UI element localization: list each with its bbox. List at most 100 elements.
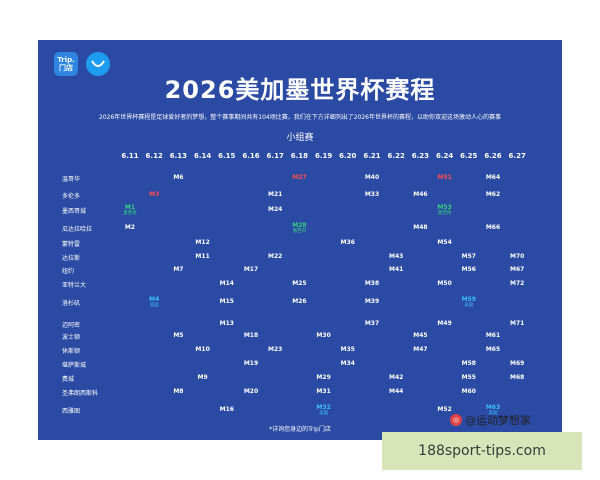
date-header: 6.16: [242, 152, 260, 160]
match-cell: M42: [387, 374, 405, 381]
match-code: M5: [173, 332, 184, 339]
match-code: M38: [364, 280, 380, 287]
date-header: 6.20: [339, 152, 357, 160]
match-cell: M18: [242, 332, 260, 339]
match-cell: M43: [387, 253, 405, 260]
match-code: M39: [364, 298, 380, 305]
match-cell: M68: [508, 374, 526, 381]
match-cell: M56: [460, 266, 478, 273]
match-cell: M64: [484, 174, 502, 181]
match-cell: M62: [484, 191, 502, 198]
match-cell: M70: [508, 253, 526, 260]
match-cell: M61: [484, 332, 502, 339]
match-cell: M54: [436, 239, 454, 246]
match-cell: M40: [363, 174, 381, 181]
match-cell: M60: [460, 388, 478, 395]
match-code: M60: [461, 388, 476, 395]
city-label: 迈阿密: [62, 322, 81, 329]
trip-logo: Trip. 门店: [54, 52, 78, 76]
city-label: 洛杉矶: [62, 300, 81, 307]
date-header: 6.12: [145, 152, 163, 160]
site-watermark: 188sport-tips.com: [382, 432, 582, 470]
match-cell: M48: [411, 224, 429, 231]
match-code: M17: [243, 266, 259, 273]
match-code: M3: [149, 191, 160, 198]
match-cell: M29: [315, 374, 333, 381]
stage-heading: 小组赛: [286, 133, 314, 143]
match-host-label: 美国: [149, 303, 159, 308]
match-code: M43: [389, 253, 404, 260]
match-cell: M39: [363, 298, 381, 305]
account-watermark: ◎ @运动梦想家: [450, 412, 531, 428]
city-label: 亚特兰大: [62, 282, 87, 289]
match-cell: M32 美国: [315, 404, 333, 417]
match-cell: M63 美国: [484, 404, 502, 417]
match-host-label: 美国: [319, 411, 329, 416]
date-header: 6.18: [290, 152, 309, 160]
match-cell: M12: [194, 239, 212, 246]
match-cell: M41: [387, 266, 405, 273]
city-label: 纽约: [62, 268, 75, 275]
match-cell: M5: [169, 332, 187, 339]
match-code: M8: [173, 388, 184, 395]
match-code: M4: [149, 296, 160, 303]
match-cell: M34: [339, 360, 357, 367]
city-label: 瓜达拉哈拉: [62, 226, 93, 233]
city-label: 达拉斯: [62, 255, 81, 262]
date-header: 6.13: [169, 152, 188, 160]
match-code: M68: [510, 374, 525, 381]
match-code: M45: [413, 332, 428, 339]
intro-text: 2026年世界杯赛程是足球爱好者的梦想，整个赛事期间共有104场比赛，我们在下方…: [99, 114, 501, 121]
match-code: M19: [243, 360, 259, 367]
match-code: M69: [510, 360, 525, 367]
match-code: M26: [292, 298, 307, 305]
match-host-label: 美国: [464, 303, 474, 308]
city-label: 波士顿: [62, 334, 81, 341]
match-code: M48: [413, 224, 428, 231]
match-cell: M17: [242, 266, 260, 273]
match-cell: M38: [363, 280, 381, 287]
match-cell: M23: [266, 346, 284, 353]
match-cell: M55: [460, 374, 478, 381]
match-code: M62: [485, 191, 501, 198]
match-cell: M50: [436, 280, 454, 287]
schedule-poster: Trip. 门店 2026美加墨世界杯赛程 2026年世界杯赛程是足球爱好者的梦…: [38, 40, 562, 440]
match-cell: M69: [508, 360, 526, 367]
match-code: M20: [243, 388, 259, 395]
match-code: M52: [437, 406, 452, 413]
match-cell: M28 墨西哥: [290, 222, 308, 235]
match-code: M11: [195, 253, 210, 260]
smile-logo-icon: [86, 52, 110, 76]
match-host-label: 墨西哥: [292, 229, 307, 234]
date-header: 6.14: [193, 152, 212, 160]
match-code: M35: [340, 346, 355, 353]
date-header: 6.27: [508, 152, 526, 160]
match-host-label: 墨西哥: [437, 211, 452, 216]
match-cell: M52: [436, 406, 454, 413]
match-code: M7: [173, 266, 184, 273]
match-code: M32: [316, 404, 331, 411]
city-label: 堪萨斯城: [62, 362, 87, 369]
match-cell: M11: [194, 253, 212, 260]
match-code: M55: [461, 374, 476, 381]
city-label: 蒙特雷: [62, 241, 81, 248]
match-code: M42: [389, 374, 404, 381]
match-code: M9: [197, 374, 208, 381]
match-code: M24: [268, 206, 283, 213]
city-label: 多伦多: [62, 193, 81, 200]
match-cell: M67: [508, 266, 526, 273]
match-cell: M3: [145, 191, 163, 198]
match-cell: M25: [290, 280, 308, 287]
match-code: M14: [219, 280, 234, 287]
match-code: M13: [219, 320, 234, 327]
match-cell: M6: [169, 174, 187, 181]
match-cell: M13: [218, 320, 236, 327]
match-cell: M8: [169, 388, 187, 395]
match-cell: M33: [363, 191, 381, 198]
match-cell: M57: [460, 253, 478, 260]
match-code: M44: [389, 388, 404, 395]
date-header: 6.17: [266, 152, 284, 160]
date-header: 6.19: [314, 152, 333, 160]
match-cell: M49: [436, 320, 454, 327]
match-code: M61: [485, 332, 501, 339]
